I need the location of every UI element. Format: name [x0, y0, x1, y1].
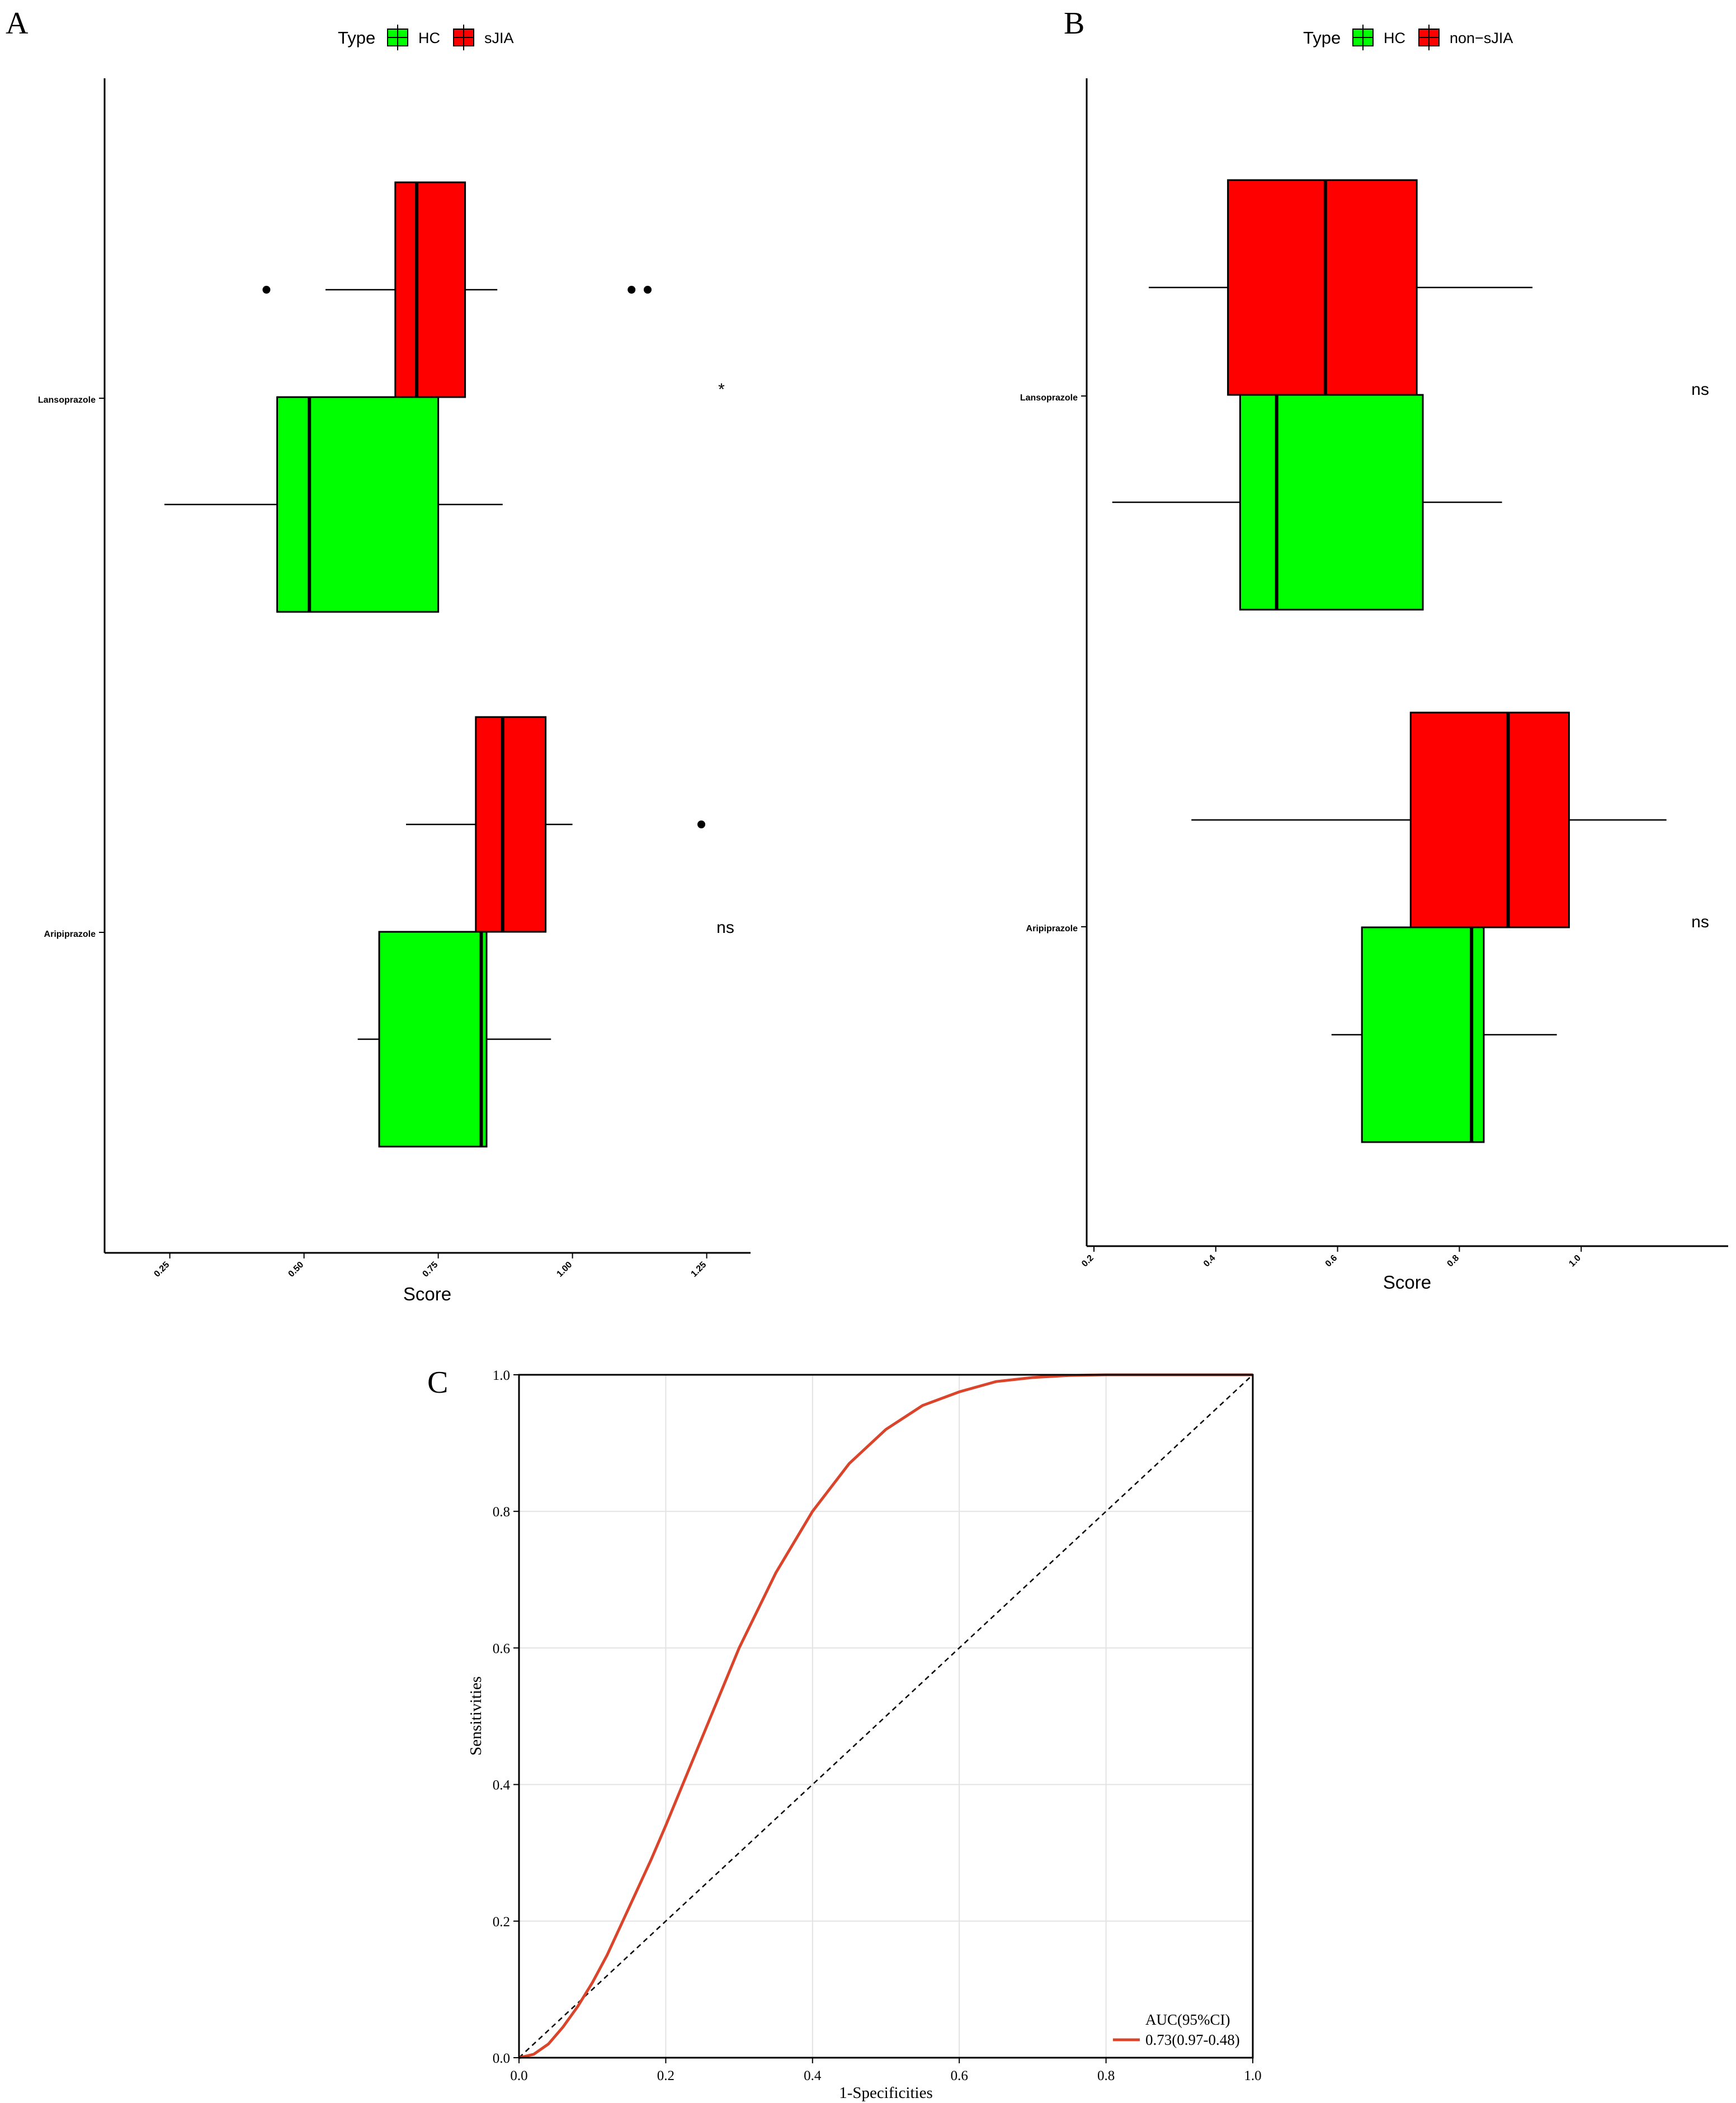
category-label-b-lansoprazole: Lansoprazole [1020, 393, 1078, 403]
y-tick-label-c-5: 1.0 [493, 1368, 510, 1383]
box-a-lansoprazole-sjia [262, 181, 652, 398]
x-tick-label-c-0: 0.0 [510, 2068, 527, 2083]
boxplot-panel-b: Type HC non−sJIA 0.2 0.4 0.6 0.8 1.0 Lansopr… [1020, 25, 1728, 1293]
box-body-a-aripiprazole-hc [378, 931, 488, 1148]
y-tick-label-c-1: 0.2 [493, 1915, 510, 1930]
x-tick-label-a-3: 1.00 [555, 1260, 574, 1279]
category-labels-a: Lansoprazole Aripiprazole [38, 395, 105, 939]
x-axis-title-c: 1-Specificities [839, 2084, 933, 2102]
legend-a: Type HC sJIA [338, 25, 514, 50]
x-tick-label-a-1: 0.50 [286, 1260, 305, 1279]
x-tick-label-b-3: 0.8 [1445, 1253, 1461, 1269]
significance-a-aripiprazole: ns [716, 918, 734, 937]
x-tick-label-a-4: 1.25 [689, 1260, 708, 1279]
x-tick-label-b-1: 0.4 [1202, 1253, 1218, 1269]
box-a-aripiprazole-hc [357, 931, 551, 1148]
x-tick-label-a-2: 0.75 [421, 1260, 440, 1279]
legend-title-a: Type [338, 28, 375, 48]
legend-label-a-sjia: sJIA [484, 30, 514, 46]
box-body-b-aripiprazole-hc [1361, 926, 1485, 1143]
axis-ticks-c: 0.0 0.2 0.4 0.6 0.8 1.0 0.0 0.2 0.4 0.6 0.8 1.0 [493, 1368, 1262, 2083]
x-tick-label-b-0: 0.2 [1080, 1253, 1096, 1269]
category-label-a-lansoprazole: Lansoprazole [38, 395, 96, 405]
x-axis-title-a: Score [403, 1284, 451, 1304]
x-ticks-b: 0.2 0.4 0.6 0.8 1.0 [1080, 1246, 1583, 1269]
legend-key-a-case [453, 25, 474, 50]
box-body-a-aripiprazole-sjia [475, 716, 547, 933]
roc-panel-c: 0.0 0.2 0.4 0.6 0.8 1.0 0.0 0.2 0.4 0.6 0.8 1.0 1-S… [467, 1368, 1262, 2102]
box-body-a-lansoprazole-hc [276, 396, 440, 613]
x-tick-label-c-5: 1.0 [1244, 2068, 1261, 2083]
significance-b-lansoprazole: ns [1691, 380, 1709, 399]
legend-label-b-non-sjia: non−sJIA [1450, 30, 1513, 46]
x-tick-label-c-3: 0.6 [951, 2068, 968, 2083]
outlier-a-lansoprazole-sjia-2 [644, 286, 652, 294]
legend-key-b-hc [1352, 25, 1374, 50]
boxplot-panel-a: Type HC sJIA 0.25 0.50 0.75 1.00 1.25 Lansop… [38, 25, 751, 1304]
y-tick-label-c-3: 0.6 [493, 1641, 510, 1656]
box-a-aripiprazole-sjia [406, 716, 705, 933]
reference-diagonal-c [518, 1374, 1253, 2058]
box-b-lansoprazole-non-sjia [1149, 179, 1533, 396]
legend-c: AUC(95%CI) 0.73(0.97-0.48) [1113, 2011, 1240, 2048]
box-body-a-lansoprazole-sjia [394, 181, 466, 398]
category-labels-b: Lansoprazole Aripiprazole [1020, 393, 1087, 933]
panel-letter-c: C [427, 1365, 448, 1400]
legend-key-a-hc [387, 25, 408, 50]
legend-label-c: 0.73(0.97-0.48) [1145, 2031, 1240, 2048]
box-body-b-aripiprazole-non-sjia [1409, 711, 1570, 928]
y-tick-label-c-0: 0.0 [493, 2051, 510, 2066]
x-ticks-a: 0.25 0.50 0.75 1.00 1.25 [152, 1253, 709, 1279]
boxes-a [164, 181, 705, 1148]
box-b-lansoprazole-hc [1112, 394, 1502, 611]
x-tick-label-b-4: 1.0 [1567, 1253, 1583, 1269]
panel-letter-b: B [1064, 6, 1084, 41]
legend-title-b: Type [1303, 28, 1341, 48]
legend-title-c: AUC(95%CI) [1145, 2011, 1230, 2028]
box-b-aripiprazole-hc [1331, 926, 1557, 1143]
y-tick-label-c-4: 0.8 [493, 1505, 510, 1520]
category-label-a-aripiprazole: Aripiprazole [44, 930, 96, 939]
legend-label-a-hc: HC [418, 30, 440, 46]
x-tick-label-c-2: 0.4 [804, 2068, 822, 2083]
x-tick-label-a-0: 0.25 [152, 1260, 171, 1279]
outlier-a-lansoprazole-sjia-0 [262, 286, 271, 294]
box-b-aripiprazole-non-sjia [1191, 711, 1667, 928]
y-axis-title-c: Sensitivities [467, 1676, 485, 1756]
legend-b: Type HC non−sJIA [1303, 25, 1513, 50]
legend-label-b-hc: HC [1384, 30, 1405, 46]
y-tick-label-c-2: 0.4 [493, 1778, 511, 1793]
boxes-b [1112, 179, 1667, 1143]
box-body-b-lansoprazole-hc [1239, 394, 1424, 611]
box-a-lansoprazole-hc [164, 396, 503, 613]
x-tick-label-c-1: 0.2 [657, 2068, 674, 2083]
outlier-a-lansoprazole-sjia-1 [628, 286, 636, 294]
significance-b-aripiprazole: ns [1691, 913, 1709, 931]
outlier-a-aripiprazole-sjia-0 [697, 821, 705, 828]
legend-key-b-case [1418, 25, 1440, 50]
x-tick-label-b-2: 0.6 [1324, 1253, 1339, 1269]
panel-letter-a: A [6, 6, 29, 41]
category-label-b-aripiprazole: Aripiprazole [1026, 924, 1078, 933]
plot-frame-c [518, 1374, 1254, 2059]
significance-a-lansoprazole: * [718, 380, 725, 399]
x-axis-title-b: Score [1383, 1272, 1431, 1293]
roc-curve-c [518, 1373, 1253, 2059]
x-tick-label-c-4: 0.8 [1097, 2068, 1115, 2083]
box-body-b-lansoprazole-non-sjia [1227, 179, 1418, 396]
